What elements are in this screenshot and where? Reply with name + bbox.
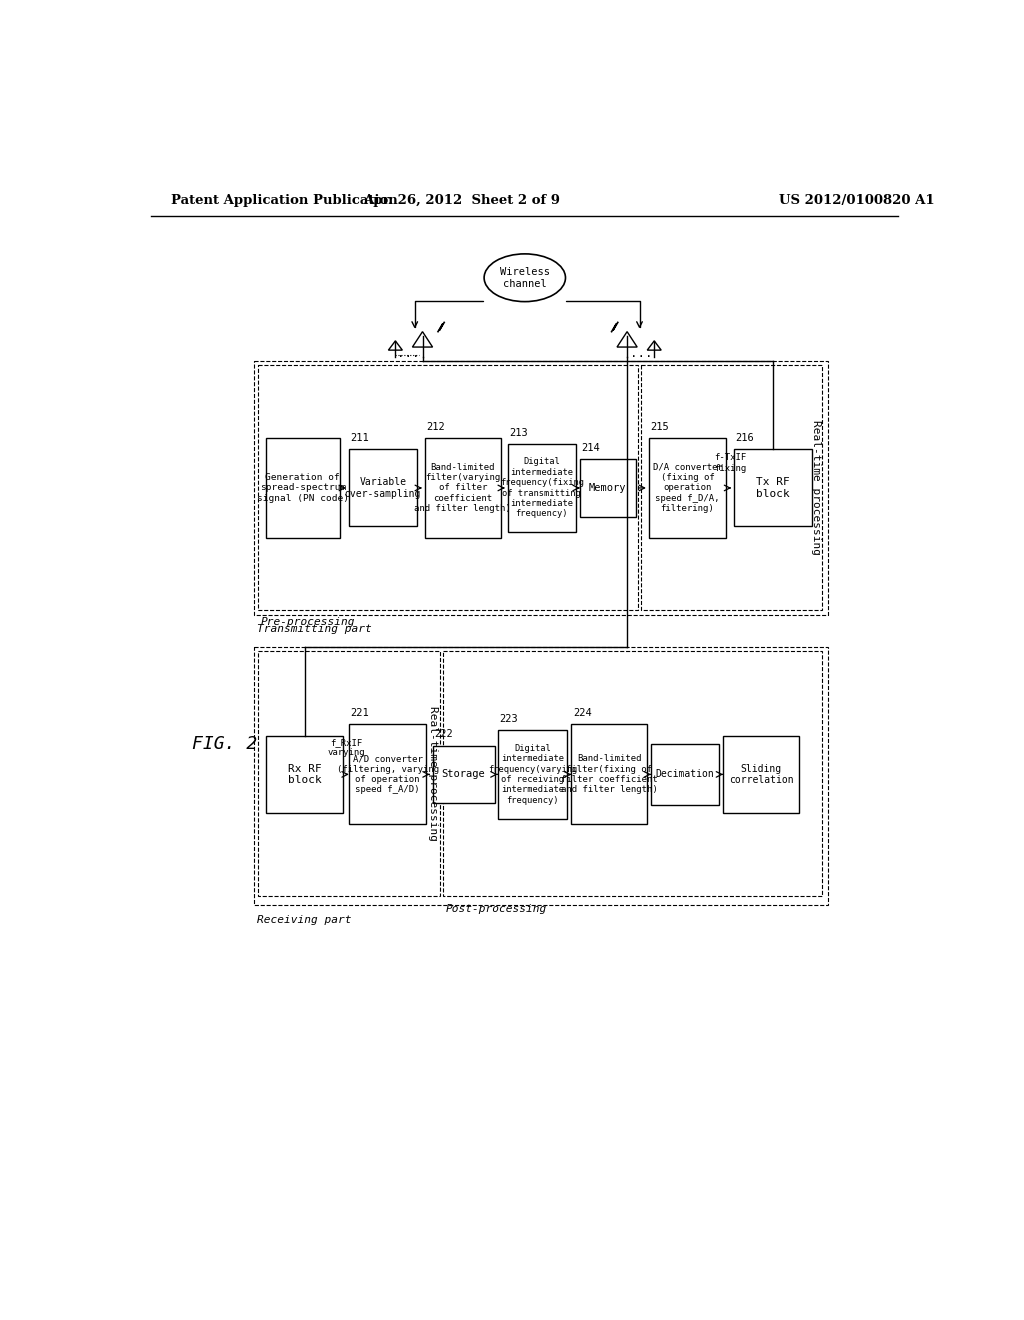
Text: Wireless
channel: Wireless channel <box>500 267 550 289</box>
Bar <box>508 444 575 532</box>
Bar <box>349 725 426 825</box>
Text: Receiving part: Receiving part <box>257 915 351 924</box>
Text: 222: 222 <box>434 730 453 739</box>
Text: A/D converter
(filtering, varying
of operation
speed f_A/D): A/D converter (filtering, varying of ope… <box>337 754 438 795</box>
Bar <box>498 730 567 818</box>
Text: 214: 214 <box>582 444 600 453</box>
Bar <box>580 459 636 517</box>
Text: Band-limited
filter(fixing of
filter coefficient
and filter length): Band-limited filter(fixing of filter coe… <box>561 754 657 795</box>
Text: Decimation: Decimation <box>655 770 715 779</box>
Text: ...: ... <box>397 347 420 360</box>
Bar <box>266 737 343 813</box>
Text: Digital
intermediate
frequency(varying
of receiving
intermediate
frequency): Digital intermediate frequency(varying o… <box>487 744 578 805</box>
Bar <box>258 364 638 610</box>
Bar <box>349 449 417 527</box>
Bar <box>734 449 812 527</box>
Text: Storage: Storage <box>441 770 485 779</box>
Text: Real-time processing: Real-time processing <box>428 706 438 841</box>
Bar <box>254 647 827 906</box>
Text: Generation of
spread-spectrum
signal (PN code): Generation of spread-spectrum signal (PN… <box>257 473 349 503</box>
Text: Apr. 26, 2012  Sheet 2 of 9: Apr. 26, 2012 Sheet 2 of 9 <box>362 194 560 207</box>
Text: Band-limited
filter(varying
of filter
coefficient
and filter length): Band-limited filter(varying of filter co… <box>415 463 511 513</box>
Text: Sliding
correlation: Sliding correlation <box>729 763 794 785</box>
Text: Transmitting part: Transmitting part <box>257 624 372 634</box>
Bar <box>571 725 647 825</box>
Text: Memory: Memory <box>589 483 627 492</box>
Bar <box>266 438 340 539</box>
Text: 221: 221 <box>350 709 370 718</box>
Text: US 2012/0100820 A1: US 2012/0100820 A1 <box>779 194 935 207</box>
Text: Tx RF
block: Tx RF block <box>756 477 790 499</box>
Text: Patent Application Publication: Patent Application Publication <box>171 194 397 207</box>
Text: D/A converter
(fixing of
operation
speed f_D/A,
filtering): D/A converter (fixing of operation speed… <box>652 463 723 513</box>
Text: Real-time processing: Real-time processing <box>811 420 821 554</box>
Text: ...: ... <box>630 347 652 360</box>
Text: 215: 215 <box>650 422 669 432</box>
Polygon shape <box>617 331 637 347</box>
Bar <box>641 364 822 610</box>
Polygon shape <box>388 341 402 350</box>
Text: 216: 216 <box>735 433 755 444</box>
Polygon shape <box>647 341 662 350</box>
Bar <box>432 746 495 804</box>
Polygon shape <box>413 331 432 347</box>
Text: Rx RF
block: Rx RF block <box>288 763 322 785</box>
Bar <box>649 438 726 539</box>
Text: 212: 212 <box>426 422 445 432</box>
Text: Variable
over-sampling: Variable over-sampling <box>345 477 421 499</box>
Bar <box>443 651 821 896</box>
Bar <box>651 743 719 805</box>
Bar <box>723 737 799 813</box>
Bar <box>425 438 501 539</box>
Text: Post-processing: Post-processing <box>445 904 547 913</box>
Text: 224: 224 <box>572 709 592 718</box>
Text: f_RxIF
varying: f_RxIF varying <box>328 738 365 758</box>
Text: Digital
intermediate
frequency(fixing
of transmitting
intermediate
frequency): Digital intermediate frequency(fixing of… <box>500 458 584 519</box>
Text: 211: 211 <box>350 433 370 444</box>
Text: FIG. 2: FIG. 2 <box>191 735 257 752</box>
Ellipse shape <box>484 253 565 302</box>
Text: Pre-processing: Pre-processing <box>260 618 355 627</box>
Text: 213: 213 <box>509 428 528 437</box>
Text: 223: 223 <box>500 714 518 723</box>
Text: f-TxIF
fixing: f-TxIF fixing <box>714 453 746 473</box>
Bar <box>258 651 439 896</box>
Bar <box>254 360 827 615</box>
